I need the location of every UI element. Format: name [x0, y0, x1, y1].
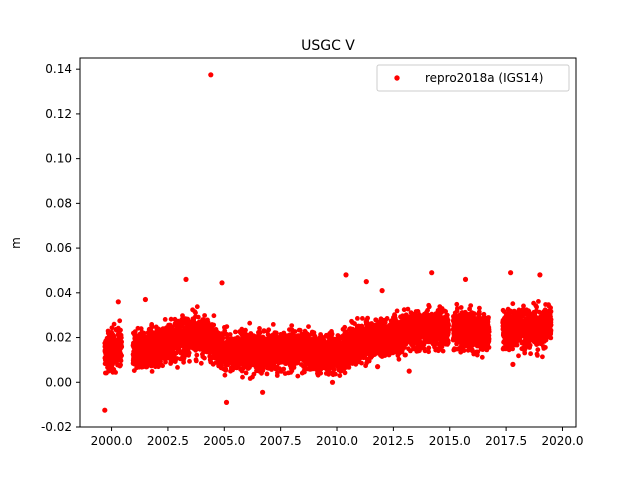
- data-point: [111, 321, 117, 327]
- data-point: [106, 367, 112, 373]
- data-point: [180, 313, 185, 318]
- data-point: [355, 316, 360, 321]
- y-axis-label: m: [9, 237, 23, 249]
- data-point: [240, 374, 245, 380]
- data-point: [243, 327, 248, 333]
- data-point: [396, 356, 402, 362]
- data-point: [118, 327, 123, 333]
- data-point: [342, 370, 348, 376]
- data-point: [149, 369, 155, 374]
- data-point: [141, 330, 147, 336]
- data-point: [264, 371, 270, 377]
- data-point: [227, 332, 233, 337]
- data-point: [113, 370, 118, 375]
- data-point: [194, 304, 200, 310]
- data-point: [163, 359, 168, 365]
- data-point: [118, 358, 124, 364]
- data-point: [181, 359, 187, 365]
- data-point: [384, 316, 390, 321]
- data-point: [109, 325, 115, 331]
- data-point: [306, 324, 311, 329]
- data-point: [195, 314, 201, 320]
- data-point: [149, 324, 155, 330]
- data-point: [168, 316, 174, 322]
- data-point: [270, 322, 276, 327]
- data-point: [202, 313, 208, 318]
- data-point: [333, 371, 338, 377]
- data-point: [119, 344, 125, 350]
- data-point: [365, 315, 370, 321]
- data-point: [331, 367, 337, 372]
- data-point: [193, 310, 198, 316]
- data-point: [111, 334, 117, 340]
- data-point: [118, 335, 124, 341]
- data-point: [403, 352, 408, 358]
- data-point: [117, 318, 123, 324]
- data-point: [243, 370, 249, 376]
- data-point: [360, 316, 365, 321]
- data-point: [187, 358, 192, 364]
- data-point: [211, 322, 217, 328]
- data-point: [359, 360, 364, 366]
- data-point: [266, 327, 272, 333]
- data-point: [394, 308, 400, 314]
- data-point: [175, 365, 180, 370]
- data-point: [318, 370, 324, 376]
- data-point: [174, 356, 180, 361]
- data-point: [326, 371, 332, 377]
- data-point: [346, 365, 352, 370]
- data-point: [292, 329, 298, 334]
- data-points: [102, 72, 554, 413]
- data-point: [118, 362, 123, 368]
- data-point: [223, 367, 229, 373]
- data-point: [186, 350, 192, 356]
- data-point: [222, 372, 228, 378]
- data-point: [224, 324, 230, 329]
- data-point: [198, 360, 204, 366]
- data-point: [281, 366, 287, 372]
- chart-title: USGC V: [301, 38, 355, 54]
- data-point: [257, 326, 262, 331]
- data-point: [342, 324, 348, 330]
- data-point: [289, 323, 295, 328]
- data-point: [194, 352, 200, 358]
- data-point: [119, 353, 124, 358]
- data-point: [211, 313, 217, 319]
- data-point: [295, 373, 301, 379]
- data-point: [233, 329, 238, 335]
- data-point: [329, 331, 335, 337]
- data-point: [132, 329, 138, 334]
- data-point: [202, 355, 207, 361]
- data-point: [162, 317, 168, 322]
- data-point: [193, 358, 199, 364]
- data-point: [160, 363, 166, 369]
- data-point: [337, 373, 343, 378]
- data-point: [119, 339, 124, 345]
- data-point: [247, 320, 253, 326]
